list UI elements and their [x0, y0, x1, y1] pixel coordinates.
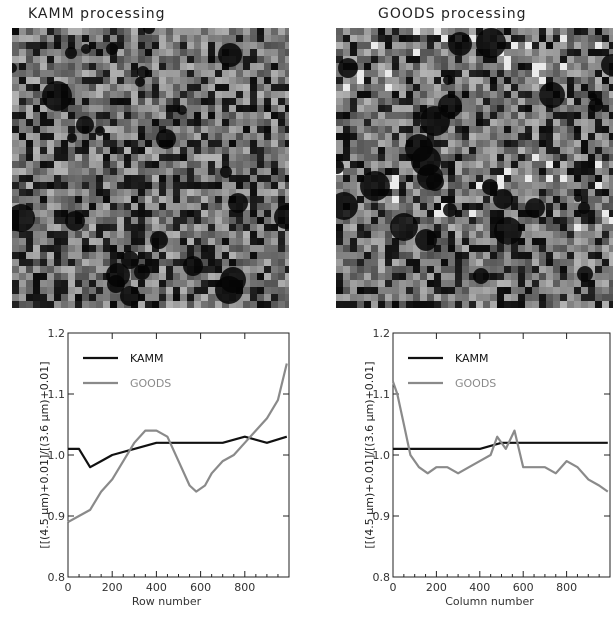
y-tick-label: 1.1	[48, 388, 66, 401]
legend-label-kamm: KAMM	[130, 352, 164, 365]
y-tick-label: 1.1	[373, 388, 391, 401]
goods-image-panel	[336, 28, 613, 308]
y-tick-label: 0.9	[373, 510, 391, 523]
goods-image-title: GOODS processing	[378, 6, 527, 22]
plot-frame	[67, 332, 290, 578]
plot-column: 0 200 400 600 800 0.8 0.9 1.0 1.1 1.2 Column numbe…	[363, 327, 611, 608]
y-tick-label: 0.9	[48, 510, 66, 523]
x-axis-label: Row number	[132, 595, 202, 608]
y-axis-label: [[(4.5 μm)+0.01]/[(3.6 μm)+0.01]	[363, 361, 376, 548]
x-tick-label: 600	[190, 581, 211, 594]
x-tick-label: 0	[390, 581, 397, 594]
y-tick-label: 1.0	[48, 449, 66, 462]
x-tick-label: 600	[513, 581, 534, 594]
goods-image	[336, 28, 613, 308]
kamm-image-panel	[12, 28, 289, 308]
series-line-goods	[391, 381, 609, 493]
y-tick-label: 1.2	[48, 327, 66, 340]
x-tick-label: 800	[234, 581, 255, 594]
x-axis-label: Column number	[445, 595, 534, 608]
y-tick-label: 0.8	[373, 571, 391, 584]
legend-label-goods: GOODS	[455, 377, 496, 390]
kamm-image-title: KAMM processing	[28, 6, 166, 22]
x-tick-label: 0	[65, 581, 72, 594]
series-line-kamm	[393, 441, 608, 450]
kamm-image	[12, 28, 289, 308]
x-tick-label: 200	[426, 581, 447, 594]
plot-row: 0 200 400 600 800 0.8 0.9 1.0 1.1 1.2 Row number [[…	[38, 327, 290, 608]
y-tick-label: 1.2	[373, 327, 391, 340]
y-axis-label: [[(4.5 μm)+0.01]/[(3.6 μm)+0.01]	[38, 361, 51, 548]
y-tick-label: 1.0	[373, 449, 391, 462]
x-tick-label: 800	[556, 581, 577, 594]
x-tick-label: 200	[102, 581, 123, 594]
y-tick-label: 0.8	[48, 571, 66, 584]
series-line-goods	[67, 363, 288, 524]
series-line-kamm	[68, 435, 288, 469]
x-tick-label: 400	[469, 581, 490, 594]
legend-label-goods: GOODS	[130, 377, 171, 390]
x-tick-label: 400	[146, 581, 167, 594]
plot-frame	[392, 332, 611, 578]
legend-label-kamm: KAMM	[455, 352, 489, 365]
